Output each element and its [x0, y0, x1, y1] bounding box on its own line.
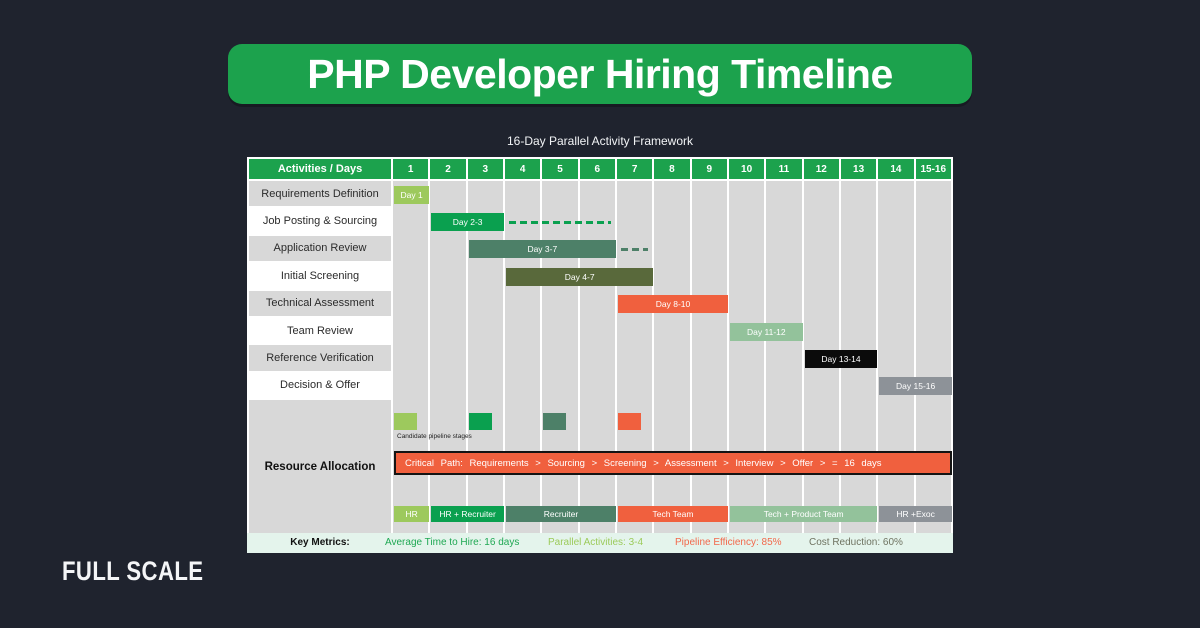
gantt-table: Activities / Days 1 2 3 4 5 6 7 8 9 10 11 12 13 14 15-… — [247, 157, 953, 553]
grid-column-separator — [689, 181, 692, 533]
grid-column-separator — [503, 181, 505, 533]
day-column-header: 8 — [654, 157, 692, 181]
activity-label: Initial Screening — [247, 263, 393, 291]
key-metric-item: Pipeline Efficiency: 85% — [675, 537, 782, 548]
activity-label: Technical Assessment — [247, 290, 393, 318]
critical-path-text: Critical Path: Requirements > Sourcing >… — [405, 457, 882, 469]
day-column-header: 5 — [542, 157, 580, 181]
grid-column-separator — [839, 181, 841, 533]
pipeline-stages-caption: Candidate pipeline stages — [397, 433, 472, 440]
activity-label: Application Review — [247, 235, 393, 264]
day-column-header: 15-16 — [915, 157, 953, 181]
activity-labels-column: Requirements Definition Job Posting & Sou… — [247, 181, 393, 400]
grid-column-separator — [540, 181, 543, 533]
gantt-header-row: Activities / Days 1 2 3 4 5 6 7 8 9 10 11 12 13 14 15-… — [247, 157, 953, 181]
grid-column-separator — [876, 181, 879, 533]
grid-column-separator — [465, 181, 468, 533]
grid-column-separator — [652, 181, 655, 533]
activity-label: Team Review — [247, 317, 393, 346]
activities-days-header: Activities / Days — [247, 157, 393, 181]
grid-column-separator — [727, 181, 729, 533]
day-column-header: 7 — [616, 157, 655, 181]
activity-label: Reference Verification — [247, 345, 393, 373]
day-column-header: 14 — [878, 157, 916, 181]
critical-path-banner: Critical Path: Requirements > Sourcing >… — [394, 451, 952, 475]
key-metrics-label: Key Metrics: — [290, 537, 350, 548]
page-title: PHP Developer Hiring Timeline — [307, 50, 893, 97]
grid-column-separator — [913, 181, 916, 533]
grid-column-separator — [951, 181, 953, 533]
grid-column-separator — [801, 181, 804, 533]
grid-column-separator — [577, 181, 580, 533]
day-column-header: 12 — [803, 157, 841, 181]
subtitle: 16-Day Parallel Activity Framework — [506, 134, 694, 148]
day-column-header: 4 — [504, 157, 543, 181]
grid-column-separator — [615, 181, 617, 533]
grid-column-separator — [428, 181, 431, 533]
day-column-header: 3 — [467, 157, 505, 181]
day-column-header: 9 — [691, 157, 729, 181]
day-column-header: 1 — [393, 157, 431, 181]
resource-allocation-label: Resource Allocation — [247, 400, 393, 533]
day-column-header: 10 — [728, 157, 767, 181]
day-columns-header: 1 2 3 4 5 6 7 8 9 10 11 12 13 14 15-16 — [393, 157, 953, 181]
activity-label: Requirements Definition — [247, 181, 393, 209]
key-metric-item: Cost Reduction: 60% — [809, 537, 903, 548]
key-metric-item: Average Time to Hire: 16 days — [385, 537, 520, 548]
day-column-header: 6 — [579, 157, 617, 181]
grid-column-separator — [764, 181, 767, 533]
key-metric-item: Parallel Activities: 3-4 — [548, 537, 644, 548]
activity-label: Decision & Offer — [247, 372, 393, 400]
title-banner: PHP Developer Hiring Timeline — [228, 44, 972, 104]
key-metrics-row: Key Metrics: Average Time to Hire: 16 da… — [247, 533, 953, 553]
gantt-grid — [393, 181, 953, 533]
activity-label: Job Posting & Sourcing — [247, 208, 393, 236]
day-column-header: 11 — [766, 157, 804, 181]
full-scale-logo: FULL SCALE — [62, 556, 204, 586]
day-column-header: 2 — [430, 157, 468, 181]
day-column-header: 13 — [840, 157, 879, 181]
